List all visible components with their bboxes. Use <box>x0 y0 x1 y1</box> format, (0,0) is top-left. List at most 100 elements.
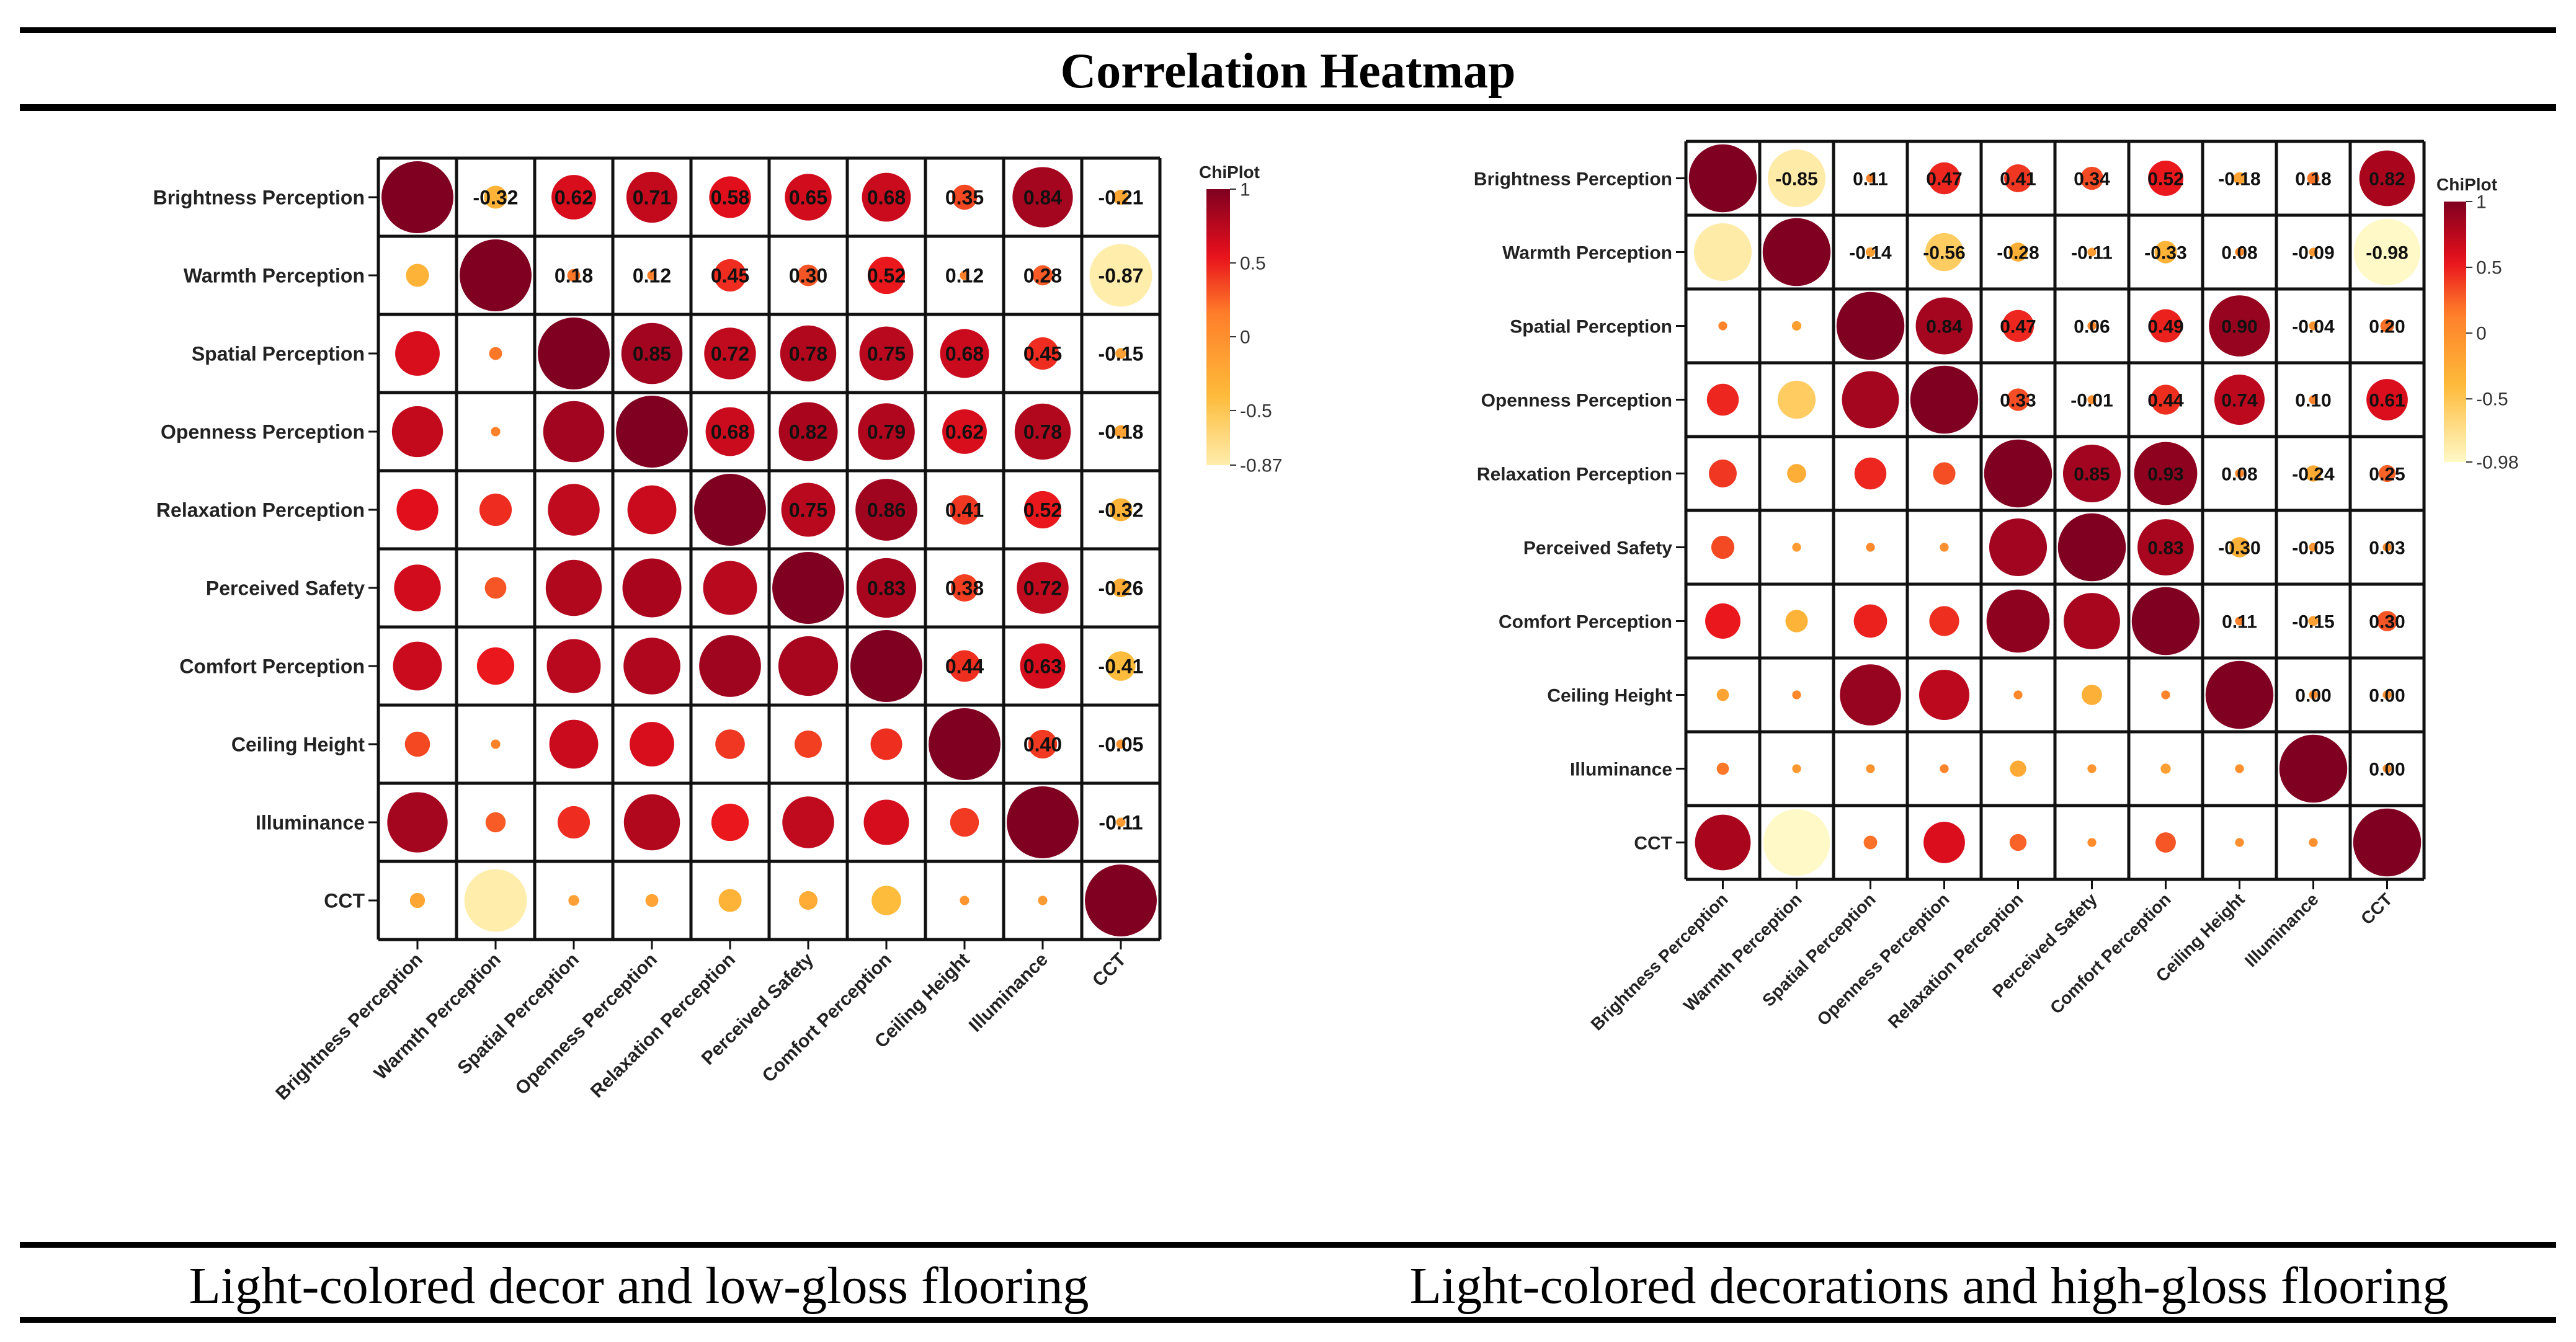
cell-circle-8-0 <box>387 792 448 853</box>
cell-circle-6-8 <box>1020 643 1066 689</box>
cell-value-5-7: -0.30 <box>2218 538 2260 558</box>
cell-circle-0-8 <box>1012 167 1073 228</box>
cell-circle-6-1 <box>1785 610 1808 633</box>
cell-value-2-4: 0.72 <box>711 343 749 365</box>
cell-circle-1-5 <box>797 264 819 287</box>
cell-circle-2-3 <box>621 322 683 384</box>
cell-value-4-7: 0.08 <box>2221 464 2257 484</box>
cell-circle-0-1 <box>484 185 507 209</box>
cell-value-0-2: 0.62 <box>555 187 593 209</box>
legend-tick-label: -0.5 <box>1240 401 1272 421</box>
cell-value-2-8: 0.45 <box>1023 343 1062 365</box>
cell-circle-0-2 <box>551 175 596 220</box>
cell-value-4-9: 0.25 <box>2369 464 2405 484</box>
cell-circle-1-4 <box>713 259 747 292</box>
cell-circle-0-4 <box>709 176 751 218</box>
cell-circle-7-1 <box>491 739 501 749</box>
cell-circle-5-2 <box>1866 543 1875 552</box>
cell-circle-8-8 <box>1007 786 1079 858</box>
row-label-comfort-perception: Comfort Perception <box>179 655 365 678</box>
cell-circle-5-1 <box>1792 543 1801 552</box>
cell-value-4-8: 0.52 <box>1023 499 1062 522</box>
cell-circle-4-5 <box>2062 444 2121 503</box>
cell-value-0-5: 0.65 <box>789 187 827 209</box>
cell-circle-8-0 <box>1716 762 1729 775</box>
cell-value-0-8: 0.84 <box>1023 187 1062 209</box>
cell-circle-1-4 <box>2008 242 2028 262</box>
legend-tick-label: -0.87 <box>1240 456 1282 476</box>
cell-circle-3-8 <box>1014 403 1071 460</box>
cell-circle-3-5 <box>778 402 838 461</box>
cell-circle-3-9 <box>1114 425 1128 438</box>
cell-circle-1-2 <box>1865 247 1876 257</box>
cell-circle-0-6 <box>2148 161 2183 196</box>
cell-circle-2-8 <box>2309 321 2318 331</box>
cell-circle-6-7 <box>948 650 981 682</box>
cell-value-0-6: 0.68 <box>867 187 906 209</box>
cell-circle-2-4 <box>2002 309 2035 342</box>
row-label-warmth-perception: Warmth Perception <box>184 265 365 287</box>
cell-circle-2-1 <box>489 347 502 360</box>
cell-circle-9-1 <box>464 869 527 932</box>
cell-circle-5-9 <box>2382 543 2392 552</box>
cell-value-4-5: 0.85 <box>2074 464 2110 484</box>
cell-circle-9-8 <box>2309 838 2318 847</box>
cell-circle-1-7 <box>2235 247 2244 257</box>
cell-value-4-7: 0.41 <box>945 499 984 522</box>
col-label-comfort-perception: Comfort Perception <box>2046 889 2175 1018</box>
cell-circle-1-0 <box>1693 223 1752 282</box>
cell-circle-5-7 <box>2229 537 2250 558</box>
cell-circle-4-1 <box>479 493 512 527</box>
row-label-brightness-perception: Brightness Perception <box>153 187 365 209</box>
cell-circle-3-3 <box>616 396 688 468</box>
cell-circle-2-6 <box>859 326 914 381</box>
row-label-relaxation-perception: Relaxation Perception <box>1477 464 1672 484</box>
cell-value-1-9: -0.87 <box>1099 265 1144 287</box>
cell-value-4-6: 0.86 <box>867 499 906 522</box>
cell-circle-3-0 <box>1706 383 1739 416</box>
cell-circle-8-9 <box>1116 817 1126 827</box>
cell-value-6-7: 0.44 <box>945 655 984 678</box>
cell-value-0-9: -0.21 <box>1099 187 1144 209</box>
cell-circle-5-9 <box>1111 578 1131 598</box>
cell-circle-1-9 <box>1089 244 1152 307</box>
cell-circle-6-9 <box>1106 651 1136 681</box>
cell-circle-9-5 <box>2087 838 2097 847</box>
cell-circle-4-0 <box>1709 460 1737 487</box>
cell-value-1-2: 0.18 <box>555 265 593 287</box>
cell-value-7-9: 0.00 <box>2369 685 2405 706</box>
cell-value-4-9: -0.32 <box>1099 499 1144 522</box>
cell-circle-9-3 <box>1923 822 1965 863</box>
cell-value-2-7: 0.68 <box>945 343 984 365</box>
row-label-perceived-safety: Perceived Safety <box>206 577 365 600</box>
legend-title: ChiPlot <box>2436 175 2497 194</box>
cell-circle-3-0 <box>391 406 443 458</box>
legend-colorbar <box>2444 202 2466 462</box>
cell-circle-2-8 <box>1026 337 1059 370</box>
cell-value-2-5: 0.06 <box>2074 316 2110 337</box>
cell-circle-1-8 <box>2309 247 2318 257</box>
cell-circle-4-3 <box>1933 462 1956 485</box>
cell-circle-7-6 <box>2161 690 2170 700</box>
cell-circle-6-0 <box>393 641 442 691</box>
cell-circle-9-0 <box>1695 814 1751 871</box>
cell-circle-4-9 <box>2378 464 2396 482</box>
col-label-comfort-perception: Comfort Perception <box>759 949 896 1086</box>
col-label-relaxation-perception: Relaxation Perception <box>587 949 739 1102</box>
cell-circle-2-5 <box>780 325 837 382</box>
cell-circle-9-7 <box>960 895 969 905</box>
row-label-openness-perception: Openness Perception <box>1481 390 1672 411</box>
cell-circle-5-3 <box>622 558 682 618</box>
row-label-illuminance: Illuminance <box>1570 759 1672 780</box>
cell-circle-7-8 <box>2309 690 2318 700</box>
cell-value-1-5: -0.11 <box>2071 242 2113 263</box>
cell-value-3-6: 0.44 <box>2147 390 2184 411</box>
col-label-illuminance: Illuminance <box>2241 889 2322 971</box>
cell-value-5-7: 0.38 <box>945 577 984 600</box>
row-label-cct: CCT <box>324 890 365 912</box>
cell-value-2-3: 0.84 <box>1926 316 1963 337</box>
cell-circle-4-0 <box>396 489 439 531</box>
cell-circle-7-9 <box>1116 739 1126 749</box>
cell-circle-7-1 <box>1792 690 1801 700</box>
cell-circle-6-8 <box>2308 616 2319 626</box>
